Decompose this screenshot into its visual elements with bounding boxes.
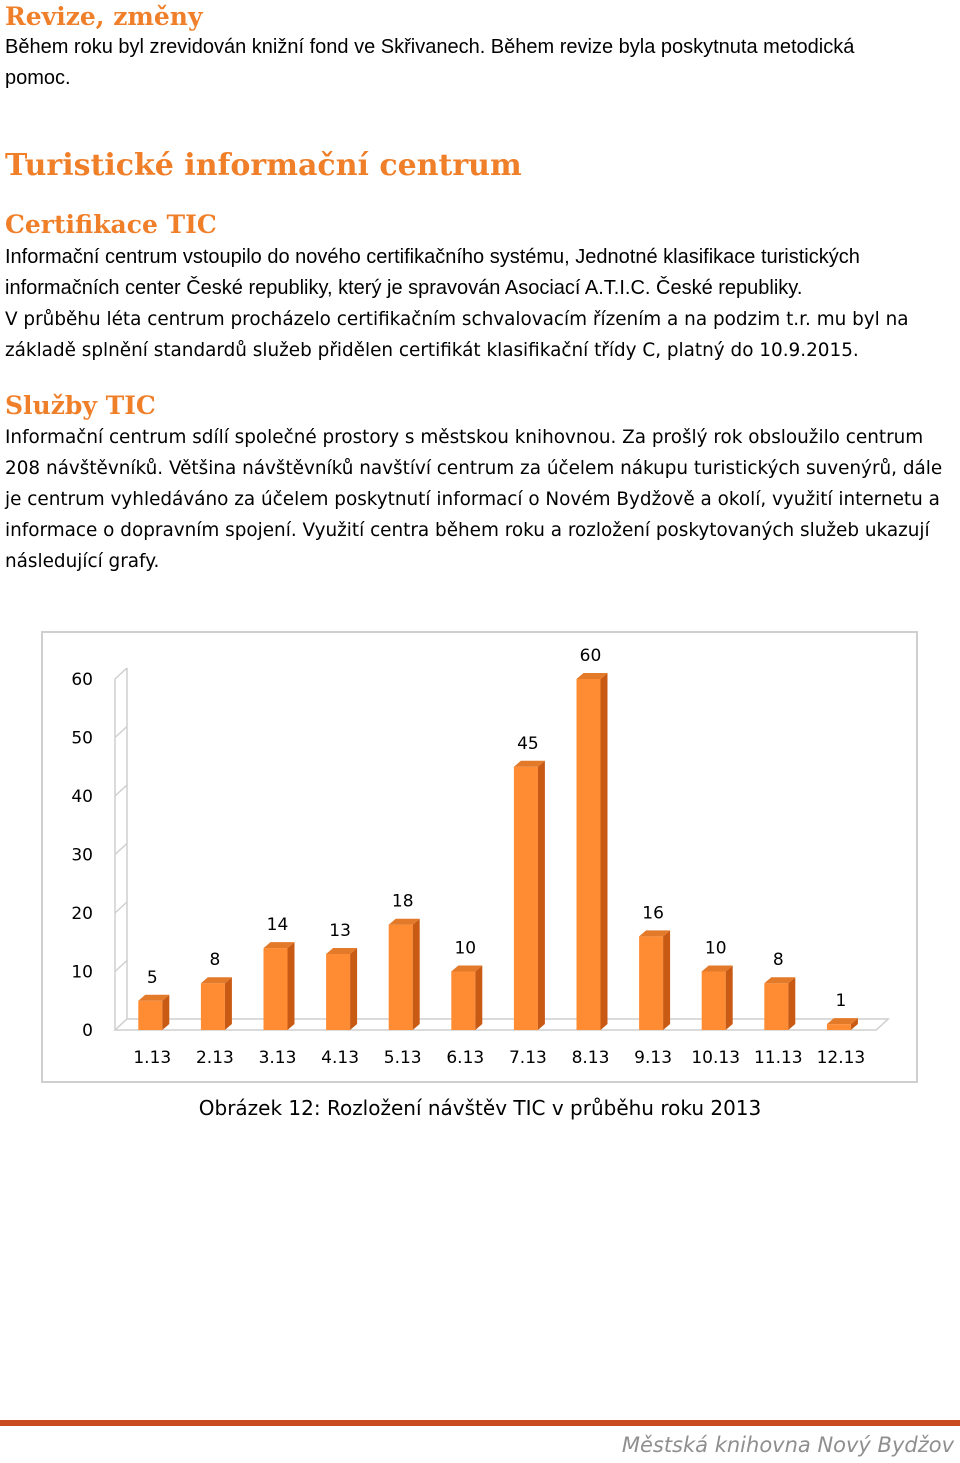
text-line: základě splnění standardů služeb přiděle…	[5, 340, 859, 361]
heading-sluzby: Služby TIC	[5, 391, 156, 420]
text-line: Během roku byl zrevidován knižní fond ve…	[5, 36, 855, 58]
x-tick-label: 6.13	[446, 1048, 484, 1068]
bar-top	[701, 965, 733, 972]
x-tick-label: 3.13	[259, 1048, 297, 1068]
y-tick-label: 20	[71, 904, 93, 924]
bar-side	[350, 947, 358, 1030]
y-tick-label: 0	[82, 1021, 93, 1041]
data-label: 18	[392, 892, 414, 912]
bar	[513, 766, 538, 1030]
paragraph-certifikace: Informační centrum vstoupilo do nového c…	[5, 242, 909, 366]
y-tick-label: 10	[71, 963, 93, 983]
bar-side	[475, 965, 483, 1030]
bar-side	[537, 760, 545, 1030]
y-tick-label: 50	[71, 729, 93, 749]
bar-top	[138, 994, 170, 1001]
data-label: 5	[147, 968, 158, 988]
bar-top	[326, 947, 358, 954]
bar-top	[451, 965, 483, 972]
footer-library-name: Městská knihovna Nový Bydžov	[621, 1433, 954, 1457]
heading-revize: Revize, změny	[5, 2, 203, 31]
data-label: 45	[517, 734, 539, 754]
footer-divider	[0, 1420, 960, 1426]
y-tick-mark	[114, 959, 128, 973]
bar-side	[162, 994, 170, 1030]
text-line: pomoc.	[5, 67, 71, 89]
x-tick-label: 10.13	[691, 1048, 740, 1068]
bar-top	[826, 1018, 858, 1025]
x-tick-label: 5.13	[384, 1048, 422, 1068]
bar	[326, 953, 351, 1030]
y-tick-mark	[114, 842, 128, 856]
text-line: Informační centrum vstoupilo do nového c…	[5, 246, 860, 268]
data-label: 16	[642, 903, 664, 923]
bar-side	[600, 673, 608, 1030]
x-tick-label: 1.13	[133, 1048, 171, 1068]
bar	[200, 983, 225, 1030]
data-label: 13	[329, 921, 351, 941]
text-line: je centrum vyhledáváno za účelem poskytn…	[5, 489, 940, 510]
bar-side	[663, 930, 671, 1030]
bar	[826, 1024, 851, 1030]
data-label: 8	[209, 950, 220, 970]
y-tick-label: 30	[71, 846, 93, 866]
bar-top	[639, 930, 671, 937]
bar-side	[287, 942, 295, 1030]
data-label: 60	[580, 646, 602, 666]
text-line: V průběhu léta centrum procházelo certif…	[5, 309, 909, 330]
bar	[138, 1000, 163, 1030]
bar	[451, 971, 476, 1030]
data-label: 10	[705, 939, 727, 959]
figure-caption: Obrázek 12: Rozložení návštěv TIC v průb…	[198, 1096, 762, 1120]
x-tick-label: 12.13	[817, 1048, 866, 1068]
y-tick-mark	[114, 901, 128, 914]
bar-top	[263, 942, 295, 949]
y-tick-label: 40	[71, 787, 93, 807]
y-tick-mark	[114, 725, 128, 739]
bar	[701, 971, 726, 1030]
y-tick-mark	[114, 784, 128, 797]
x-tick-label: 4.13	[321, 1048, 359, 1068]
text-line: Informační centrum sdílí společné prosto…	[5, 427, 924, 448]
paragraph-revize: Během roku byl zrevidován knižní fond ve…	[5, 32, 854, 94]
heading-tic: Turistické informační centrum	[5, 148, 522, 183]
heading-certifikace: Certifikace TIC	[5, 210, 217, 239]
bar	[388, 924, 413, 1030]
x-tick-label: 8.13	[572, 1048, 610, 1068]
data-label: 14	[267, 915, 289, 935]
x-tick-label: 9.13	[634, 1048, 672, 1068]
chart-canvas: 010203040506051.1382.13143.13134.13185.1…	[71, 646, 891, 1068]
text-line: informace o dopravním spojení. Využití c…	[5, 520, 930, 541]
bar-side	[850, 1018, 858, 1030]
bar	[576, 679, 601, 1030]
bar-top	[576, 673, 608, 679]
bar-top	[513, 760, 545, 767]
text-line: 208 návštěvníků. Většina návštěvníků nav…	[5, 458, 943, 479]
x-tick-label: 11.13	[754, 1048, 803, 1068]
bar	[263, 948, 288, 1030]
y-tick-label: 60	[71, 670, 93, 690]
bar	[639, 936, 664, 1030]
bar-side	[725, 965, 733, 1030]
data-label: 1	[835, 991, 846, 1011]
bar-top	[200, 977, 232, 984]
x-tick-label: 2.13	[196, 1048, 234, 1068]
bar-top	[388, 918, 420, 925]
text-line: následující grafy.	[5, 551, 160, 572]
x-tick-label: 7.13	[509, 1048, 547, 1068]
data-label: 10	[454, 939, 476, 959]
y-tick-mark	[114, 667, 128, 680]
chart-floor	[113, 1018, 891, 1031]
paragraph-sluzby: Informační centrum sdílí společné prosto…	[5, 422, 942, 577]
bar	[764, 983, 789, 1030]
bar-side	[412, 918, 420, 1030]
bar-side	[224, 977, 232, 1030]
bar-side	[788, 977, 796, 1030]
data-label: 8	[773, 950, 784, 970]
visits-bar-chart: 0 10 20 30 40 50 60 5 1.13 8 2.13 14 3.13 13 4.13 18 5.1…	[41, 631, 918, 1083]
text-line: informačních center České republiky, kte…	[5, 277, 803, 299]
bar-top	[764, 977, 796, 984]
